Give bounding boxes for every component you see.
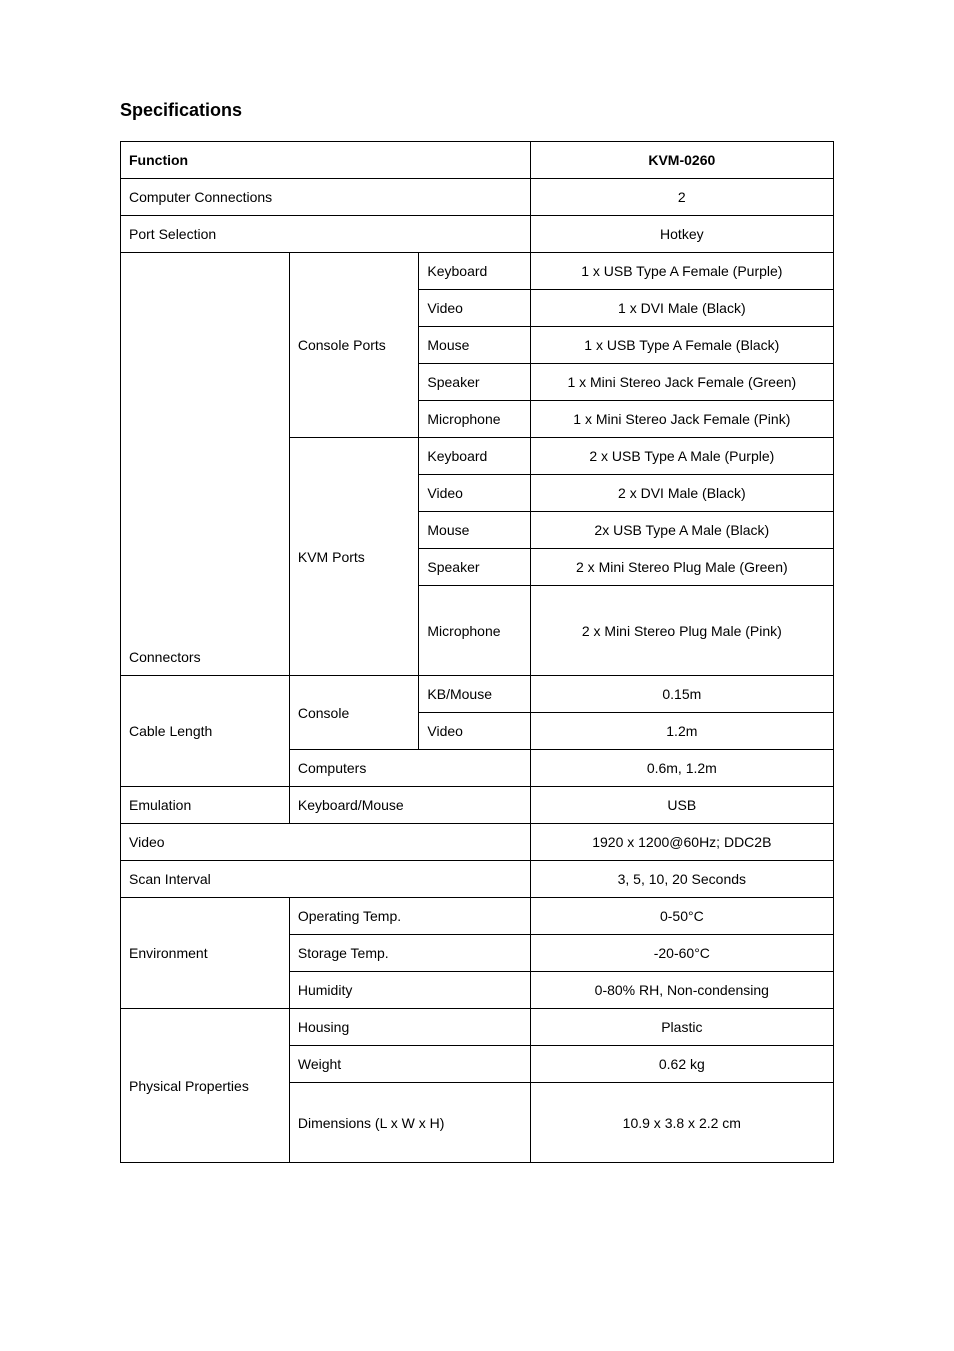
row-cable-console-label: Console bbox=[289, 676, 419, 750]
row-cable-length-label: Cable Length bbox=[121, 676, 290, 787]
row-console-keyboard-label: Keyboard bbox=[419, 253, 530, 290]
row-port-selection-label: Port Selection bbox=[121, 216, 531, 253]
header-function: Function bbox=[121, 142, 531, 179]
row-console-keyboard-value: 1 x USB Type A Female (Purple) bbox=[530, 253, 833, 290]
row-kvm-mouse-value: 2x USB Type A Male (Black) bbox=[530, 512, 833, 549]
row-phys-weight-value: 0.62 kg bbox=[530, 1046, 833, 1083]
row-env-storage-value: -20-60°C bbox=[530, 935, 833, 972]
row-console-video-label: Video bbox=[419, 290, 530, 327]
row-emulation-sub: Keyboard/Mouse bbox=[289, 787, 530, 824]
row-kvm-microphone-label: Microphone bbox=[419, 586, 530, 676]
row-env-humidity-label: Humidity bbox=[289, 972, 530, 1009]
row-phys-dims-value: 10.9 x 3.8 x 2.2 cm bbox=[530, 1083, 833, 1163]
row-phys-weight-label: Weight bbox=[289, 1046, 530, 1083]
row-scan-value: 3, 5, 10, 20 Seconds bbox=[530, 861, 833, 898]
row-phys-dims-label: Dimensions (L x W x H) bbox=[289, 1083, 530, 1163]
row-cable-kbmouse-label: KB/Mouse bbox=[419, 676, 530, 713]
row-port-selection-value: Hotkey bbox=[530, 216, 833, 253]
row-kvm-keyboard-label: Keyboard bbox=[419, 438, 530, 475]
row-kvm-speaker-label: Speaker bbox=[419, 549, 530, 586]
row-console-speaker-value: 1 x Mini Stereo Jack Female (Green) bbox=[530, 364, 833, 401]
row-phys-housing-value: Plastic bbox=[530, 1009, 833, 1046]
row-cable-computers-value: 0.6m, 1.2m bbox=[530, 750, 833, 787]
row-computer-connections-label: Computer Connections bbox=[121, 179, 531, 216]
row-connectors-label: Connectors bbox=[121, 253, 290, 676]
row-computer-connections-value: 2 bbox=[530, 179, 833, 216]
row-console-mouse-label: Mouse bbox=[419, 327, 530, 364]
header-model: KVM-0260 bbox=[530, 142, 833, 179]
row-emulation-label: Emulation bbox=[121, 787, 290, 824]
row-cable-video-label: Video bbox=[419, 713, 530, 750]
row-kvm-keyboard-value: 2 x USB Type A Male (Purple) bbox=[530, 438, 833, 475]
row-console-mouse-value: 1 x USB Type A Female (Black) bbox=[530, 327, 833, 364]
row-kvm-speaker-value: 2 x Mini Stereo Plug Male (Green) bbox=[530, 549, 833, 586]
row-kvm-microphone-value: 2 x Mini Stereo Plug Male (Pink) bbox=[530, 586, 833, 676]
row-video-label: Video bbox=[121, 824, 531, 861]
spec-table: Function KVM-0260 Computer Connections 2… bbox=[120, 141, 834, 1163]
row-phys-label: Physical Properties bbox=[121, 1009, 290, 1163]
row-env-label: Environment bbox=[121, 898, 290, 1009]
row-env-humidity-value: 0-80% RH, Non-condensing bbox=[530, 972, 833, 1009]
row-video-value: 1920 x 1200@60Hz; DDC2B bbox=[530, 824, 833, 861]
row-kvm-video-value: 2 x DVI Male (Black) bbox=[530, 475, 833, 512]
row-cable-kbmouse-value: 0.15m bbox=[530, 676, 833, 713]
row-console-microphone-label: Microphone bbox=[419, 401, 530, 438]
page-title: Specifications bbox=[120, 100, 834, 121]
row-cable-video-value: 1.2m bbox=[530, 713, 833, 750]
row-console-microphone-value: 1 x Mini Stereo Jack Female (Pink) bbox=[530, 401, 833, 438]
row-cable-computers-label: Computers bbox=[289, 750, 530, 787]
row-kvm-ports-label: KVM Ports bbox=[289, 438, 419, 676]
row-console-ports-label: Console Ports bbox=[289, 253, 419, 438]
row-kvm-video-label: Video bbox=[419, 475, 530, 512]
row-scan-label: Scan Interval bbox=[121, 861, 531, 898]
row-env-storage-label: Storage Temp. bbox=[289, 935, 530, 972]
row-emulation-value: USB bbox=[530, 787, 833, 824]
row-phys-housing-label: Housing bbox=[289, 1009, 530, 1046]
row-env-operating-value: 0-50°C bbox=[530, 898, 833, 935]
row-env-operating-label: Operating Temp. bbox=[289, 898, 530, 935]
row-kvm-mouse-label: Mouse bbox=[419, 512, 530, 549]
row-console-video-value: 1 x DVI Male (Black) bbox=[530, 290, 833, 327]
row-console-speaker-label: Speaker bbox=[419, 364, 530, 401]
